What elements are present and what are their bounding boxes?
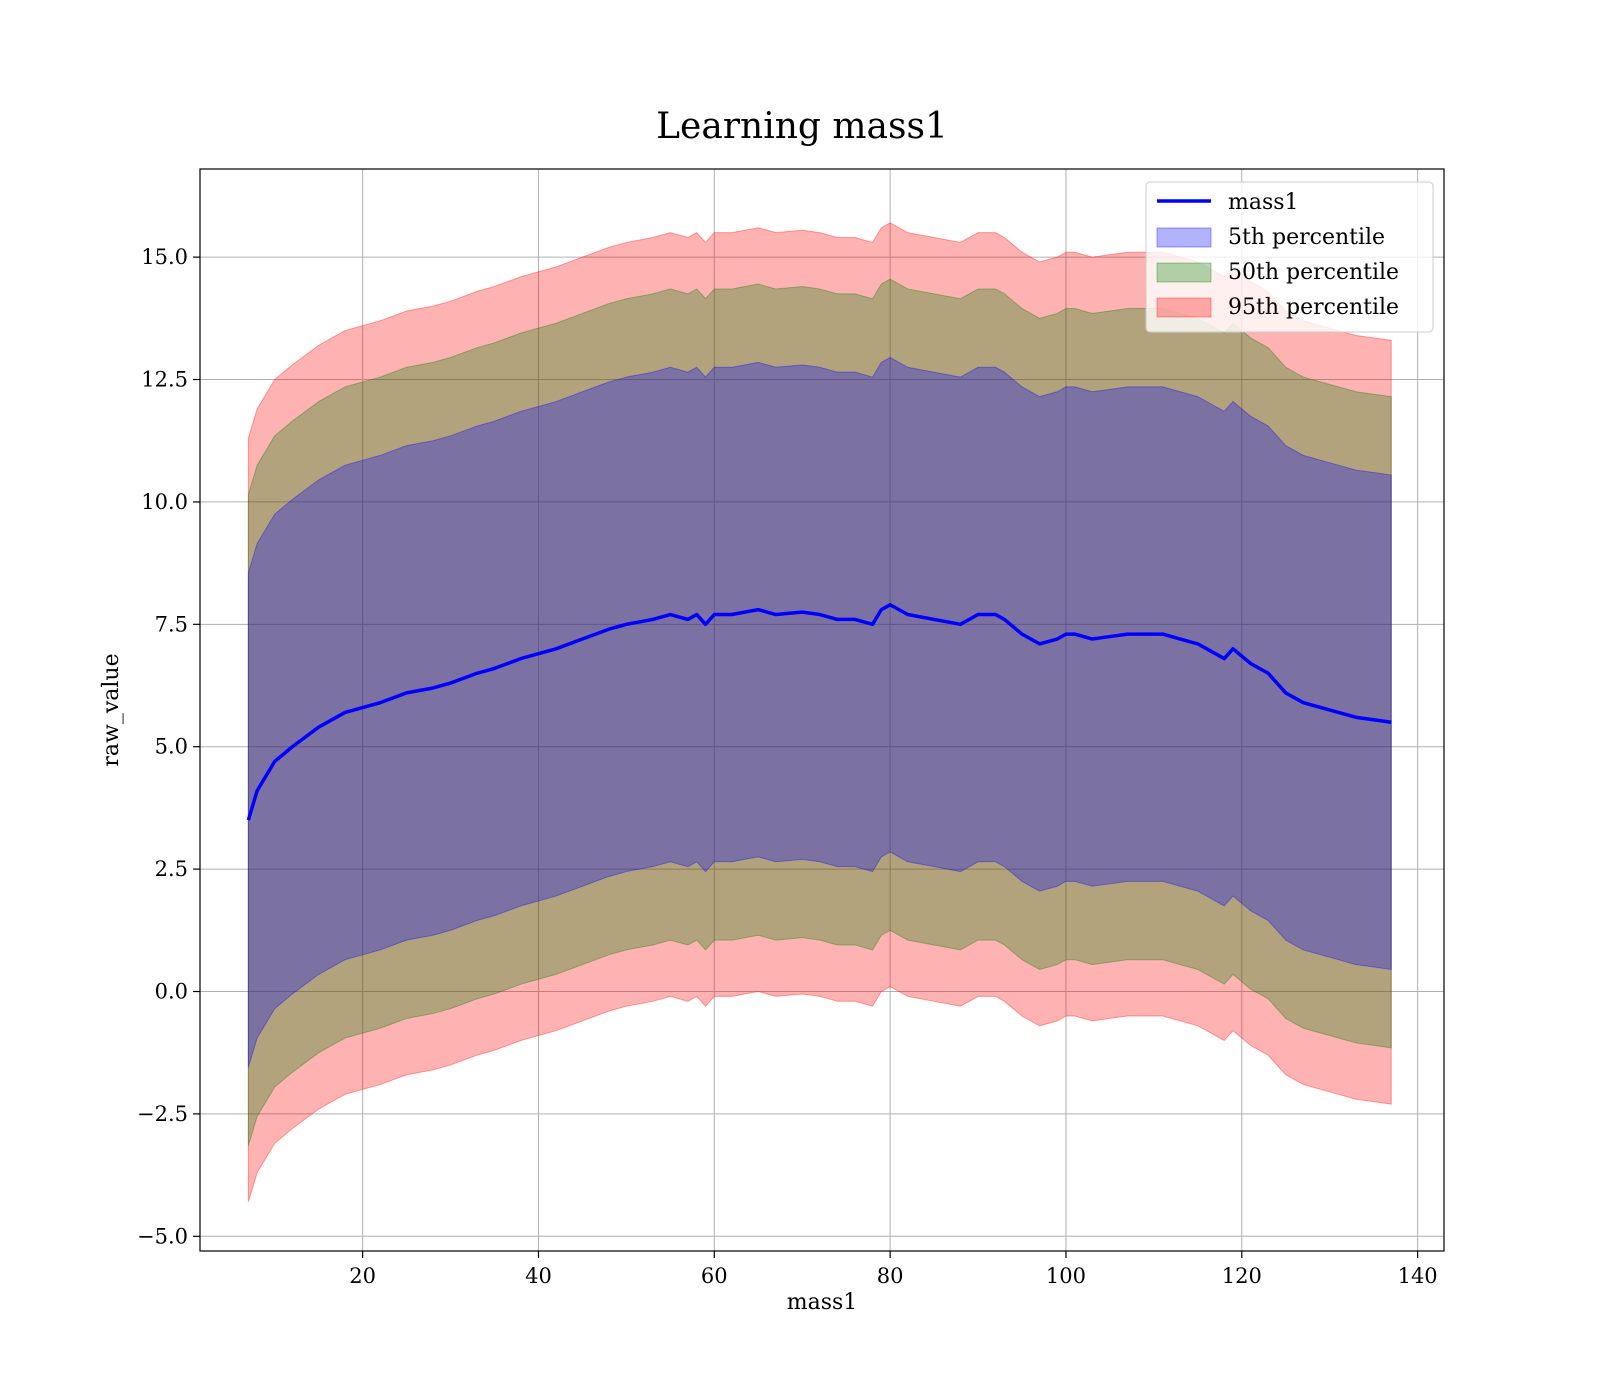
x-tick-label: 140 [1398,1264,1438,1288]
chart-title: Learning mass1 [656,106,948,147]
y-tick-label: 7.5 [155,612,188,636]
x-tick-label: 40 [525,1264,552,1288]
mass1-line [246,602,1392,821]
y-tick-label: 0.0 [155,980,188,1004]
y-axis-ticks: −5.0 −2.5 0.0 2.5 5.0 7.5 10.0 12.5 15.0 [137,245,200,1248]
legend: mass1 5th percentile 50th percentile 95t… [1145,181,1434,333]
y-tick-label: −2.5 [137,1102,188,1126]
x-tick-label: 80 [877,1264,904,1288]
legend-box [1145,181,1434,333]
x-tick-label: 20 [349,1264,376,1288]
y-tick-label: 2.5 [155,857,188,881]
band-5th-percentile [247,356,1392,1068]
x-tick-label: 100 [1046,1264,1086,1288]
legend-label-mass1: mass1 [1228,190,1299,215]
percentile-bands [247,222,1392,1203]
legend-swatch-5th-percentile [1156,227,1212,248]
plot-frame [199,168,1445,1252]
band-50th-percentile [247,278,1392,1146]
x-axis-ticks: 20 40 60 80 100 120 140 [349,1251,1438,1288]
mass1-line-layer [246,602,1392,821]
legend-label-95th-percentile: 95th percentile [1228,295,1399,320]
legend-swatch-50th-percentile [1156,262,1212,283]
legend-swatch-95th-percentile [1156,297,1212,318]
legend-label-50th-percentile: 50th percentile [1228,260,1399,285]
legend-label-5th-percentile: 5th percentile [1228,225,1385,250]
x-tick-label: 120 [1222,1264,1262,1288]
x-tick-label: 60 [701,1264,728,1288]
y-tick-label: −5.0 [137,1224,188,1248]
y-tick-label: 5.0 [155,735,188,759]
y-tick-label: 12.5 [141,368,188,392]
y-axis-label: raw_value [99,653,124,766]
x-axis-label: mass1 [787,1290,858,1315]
band-95th-percentile [247,222,1392,1203]
y-tick-label: 15.0 [141,245,188,269]
y-tick-label: 10.0 [141,490,188,514]
grid-lines [200,169,1444,1251]
